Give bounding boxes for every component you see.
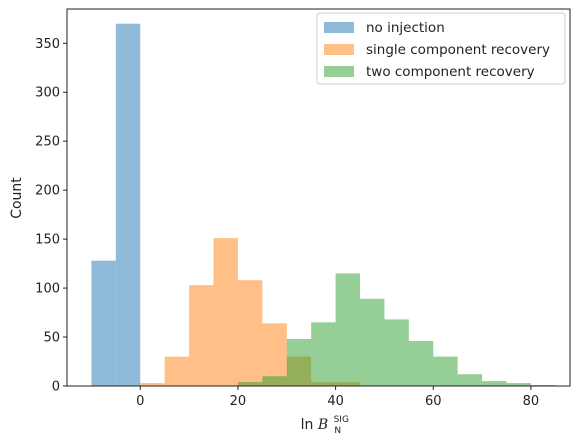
y-tick-label-3: 150: [35, 233, 60, 248]
x-tick-label-3: 60: [425, 394, 442, 409]
plot-frame: [66, 8, 571, 387]
bar-series-2-bin-6: [384, 319, 409, 386]
y-axis: 0 50 100 150 200 250 300 350: [35, 37, 67, 395]
legend-frame: [316, 12, 566, 85]
bar-series-1-bin-0: [140, 383, 165, 386]
bars-layer: [91, 23, 556, 386]
bar-series-2-bin-10: [482, 381, 507, 386]
bar-series-2-bin-1: [262, 376, 287, 386]
bar-series-2-bin-2: [286, 339, 312, 386]
x-tick-label-0: 0: [136, 394, 144, 409]
x-tick-label-1: 20: [230, 394, 247, 409]
bar-series-2-bin-3: [311, 322, 336, 386]
y-axis-label: Count: [9, 177, 25, 219]
x-tick-label-2: 40: [327, 394, 344, 409]
bar-series-2-bin-4: [335, 273, 361, 386]
bar-series-2-bin-11: [506, 383, 531, 386]
x-axis-label-sup: SIG: [334, 415, 349, 425]
bar-series-2-bin-5: [360, 298, 385, 386]
x-axis-label: ln B SIG N: [301, 410, 354, 435]
x-axis: 0 20 40 60 80: [136, 386, 539, 409]
y-tick-label-7: 350: [35, 37, 60, 52]
legend-swatch-1: [324, 44, 354, 55]
bar-series-1-bin-4: [237, 280, 263, 386]
bar-series-2-bin-7: [408, 340, 434, 386]
y-tick-label-4: 200: [35, 184, 60, 199]
legend-label-1: single component recovery: [366, 42, 550, 58]
y-tick-label-1: 50: [43, 331, 60, 346]
x-tick-label-4: 80: [523, 394, 540, 409]
bar-series-1-bin-1: [164, 356, 190, 386]
x-axis-label-script: B: [317, 417, 328, 433]
bar-series-2-bin-9: [457, 374, 483, 386]
bar-series-1-bin-2: [189, 285, 214, 386]
x-axis-label-sub: N: [334, 426, 341, 435]
bar-series-2-bin-8: [433, 356, 458, 386]
bar-series-0-bin-0: [91, 260, 116, 386]
y-tick-label-5: 250: [35, 135, 60, 150]
x-axis-label-base: ln: [301, 417, 318, 433]
bar-series-0-bin-1: [115, 23, 141, 386]
y-tick-label-2: 100: [35, 282, 60, 297]
bar-series-1-bin-5: [262, 323, 287, 386]
y-tick-label-6: 300: [35, 86, 60, 101]
y-tick-label-0: 0: [52, 380, 60, 395]
bar-series-1-bin-3: [213, 238, 238, 386]
legend-label-0: no injection: [366, 20, 445, 36]
legend-label-2: two component recovery: [366, 64, 535, 80]
legend-swatch-0: [324, 22, 354, 33]
legend: no injection single component recovery two…: [316, 12, 566, 85]
legend-swatch-2: [324, 66, 354, 77]
bar-series-2-bin-0: [237, 382, 263, 386]
